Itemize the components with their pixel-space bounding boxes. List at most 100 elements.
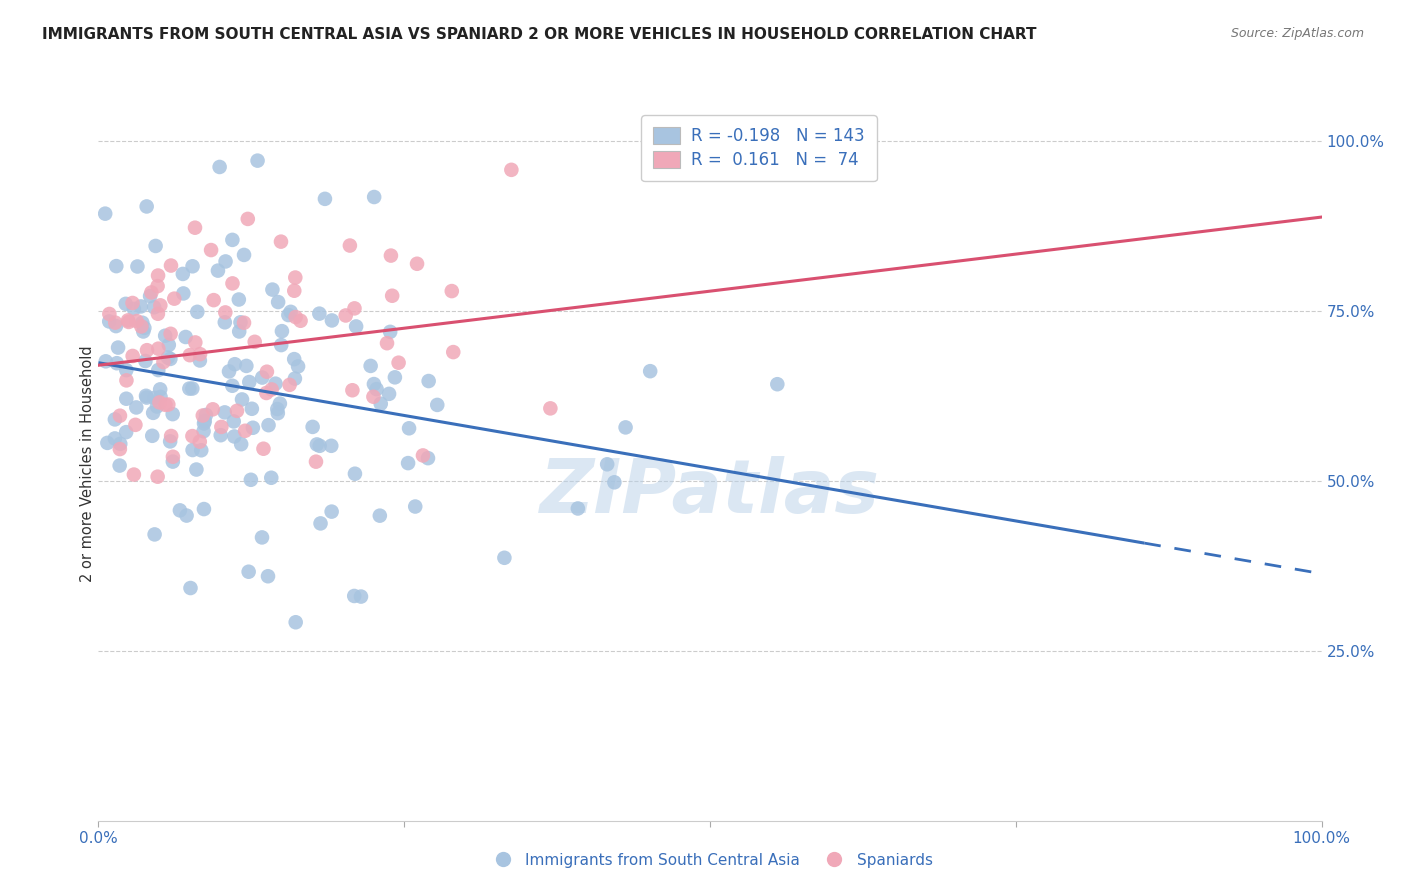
Point [193, 424, 215, 438]
Point [252, 442, 274, 456]
Point [157, 338, 180, 352]
Point [614, 420, 637, 434]
Point [146, 268, 169, 283]
Point [131, 319, 153, 334]
Point [129, 300, 152, 314]
Point [115, 373, 138, 387]
Y-axis label: 2 or more Vehicles in Household: 2 or more Vehicles in Household [80, 345, 94, 582]
Point [257, 418, 280, 433]
Point [188, 434, 211, 449]
Point [135, 391, 157, 405]
Point [160, 259, 183, 273]
Point [115, 425, 138, 439]
Point [321, 439, 343, 453]
Point [143, 527, 166, 541]
Point [131, 316, 153, 330]
Text: Source: ZipAtlas.com: Source: ZipAtlas.com [1230, 27, 1364, 40]
Point [250, 370, 273, 384]
Point [269, 396, 291, 410]
Point [284, 310, 307, 324]
Point [270, 235, 292, 249]
Point [321, 505, 343, 519]
Point [246, 153, 269, 168]
Point [221, 233, 243, 247]
Point [339, 238, 361, 252]
Point [404, 500, 426, 514]
Point [343, 467, 366, 481]
Point [381, 289, 404, 303]
Point [121, 296, 143, 310]
Point [314, 192, 336, 206]
Point [214, 254, 236, 268]
Point [426, 398, 449, 412]
Point [226, 404, 249, 418]
Text: ZIPatlas: ZIPatlas [540, 456, 880, 529]
Point [149, 383, 172, 397]
Point [132, 325, 155, 339]
Point [387, 356, 409, 370]
Point [122, 467, 145, 482]
Point [172, 267, 194, 281]
Point [596, 457, 619, 471]
Point [412, 449, 434, 463]
Point [267, 295, 290, 310]
Point [396, 456, 419, 470]
Point [104, 319, 127, 334]
Point [228, 293, 250, 307]
Point [179, 348, 201, 362]
Point [287, 359, 309, 374]
Point [98, 307, 121, 321]
Point [153, 328, 176, 343]
Point [290, 314, 312, 328]
Point [229, 315, 252, 329]
Point [96, 436, 118, 450]
Point [233, 248, 256, 262]
Point [305, 437, 328, 451]
Point [134, 354, 156, 368]
Point [278, 377, 301, 392]
Point [308, 307, 330, 321]
Point [222, 414, 245, 428]
Point [160, 429, 183, 443]
Point [148, 363, 170, 377]
Point [441, 345, 464, 359]
Point [184, 220, 207, 235]
Point [342, 383, 364, 397]
Point [162, 407, 184, 421]
Point [277, 308, 299, 322]
Point [250, 530, 273, 544]
Point [162, 455, 184, 469]
Point [110, 437, 132, 451]
Point [638, 364, 661, 378]
Point [172, 286, 194, 301]
Point [384, 370, 406, 384]
Point [162, 450, 184, 464]
Point [114, 297, 136, 311]
Point [242, 421, 264, 435]
Point [194, 414, 217, 428]
Point [108, 442, 131, 456]
Point [406, 257, 429, 271]
Point [233, 316, 256, 330]
Point [283, 284, 305, 298]
Point [181, 260, 204, 274]
Point [301, 420, 323, 434]
Point [284, 270, 307, 285]
Point [117, 313, 139, 327]
Point [148, 342, 170, 356]
Point [375, 336, 398, 351]
Point [135, 199, 157, 213]
Point [308, 439, 330, 453]
Point [157, 398, 180, 412]
Point [200, 243, 222, 257]
Point [257, 569, 280, 583]
Point [94, 354, 117, 368]
Point [118, 315, 141, 329]
Point [155, 398, 177, 412]
Point [264, 376, 287, 391]
Point [145, 239, 167, 253]
Point [201, 402, 224, 417]
Point [202, 293, 225, 307]
Point [309, 516, 332, 531]
Point [321, 313, 343, 327]
